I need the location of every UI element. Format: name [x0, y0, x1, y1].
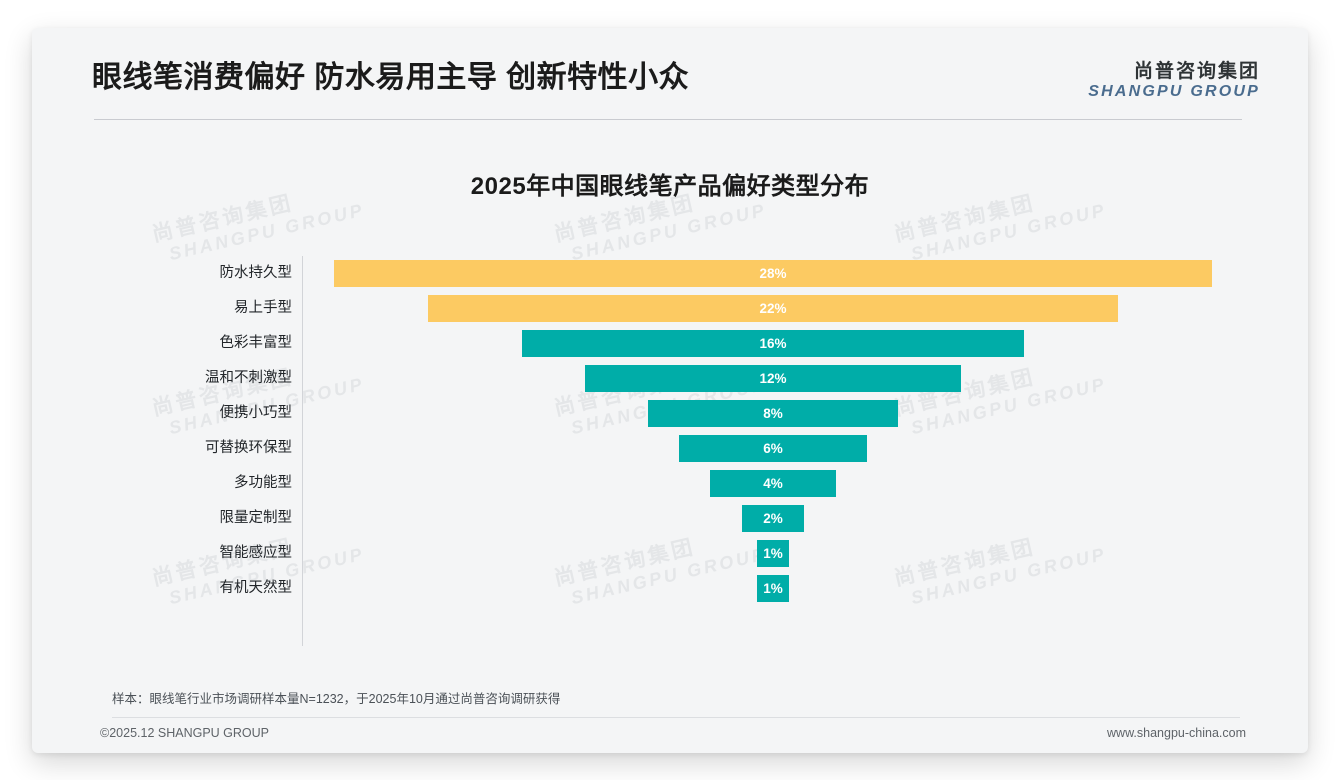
slide-card: 尚普咨询集团 SHANGPU GROUP 尚普咨询集团 SHANGPU GROU…: [32, 28, 1308, 753]
category-label: 多功能型: [234, 475, 292, 491]
bar-value-label: 12%: [759, 371, 787, 386]
category-label: 智能感应型: [219, 545, 293, 561]
website-link[interactable]: www.shangpu-china.com: [1107, 726, 1246, 740]
bar-value-label: 4%: [763, 476, 783, 491]
bar-track: 16%: [303, 326, 1243, 361]
bar-track: 1%: [303, 571, 1243, 606]
funnel-bar[interactable]: 6%: [679, 435, 867, 462]
chart-row: 智能感应型 1%: [32, 536, 1308, 571]
brand-logo-cn: 尚普咨询集团: [1133, 61, 1260, 82]
category-label: 有机天然型: [219, 580, 293, 596]
copyright-text: ©2025.12 SHANGPU GROUP: [100, 726, 269, 740]
bar-value-label: 16%: [759, 336, 787, 351]
funnel-bar[interactable]: 16%: [522, 330, 1024, 357]
slide-header: 眼线笔消费偏好 防水易用主导 创新特性小众 尚普咨询集团 SHANGPU GRO…: [32, 28, 1308, 120]
chart-row: 温和不刺激型 12%: [32, 361, 1308, 396]
funnel-bar[interactable]: 1%: [757, 540, 789, 567]
chart-title: 2025年中国眼线笔产品偏好类型分布: [470, 173, 870, 200]
bar-value-label: 22%: [759, 301, 787, 316]
funnel-bar[interactable]: 2%: [741, 505, 805, 532]
chart-row: 可替换环保型 6%: [32, 431, 1308, 466]
bar-value-label: 8%: [763, 406, 783, 421]
bar-value-label: 1%: [763, 581, 783, 596]
funnel-bar[interactable]: 4%: [710, 470, 836, 497]
funnel-bar[interactable]: 28%: [334, 260, 1212, 287]
chart-row: 多功能型 4%: [32, 466, 1308, 501]
category-label: 色彩丰富型: [219, 335, 293, 351]
chart-row: 色彩丰富型 16%: [32, 326, 1308, 361]
category-label: 易上手型: [234, 300, 292, 316]
bar-value-label: 2%: [763, 511, 783, 526]
chart-axis-line: [302, 256, 303, 646]
bar-track: 12%: [303, 361, 1243, 396]
bar-value-label: 28%: [759, 266, 787, 281]
funnel-bar[interactable]: 22%: [428, 295, 1118, 322]
bar-track: 22%: [303, 291, 1243, 326]
bar-track: 2%: [303, 501, 1243, 536]
footnote-divider: [112, 717, 1240, 718]
funnel-bar[interactable]: 1%: [757, 575, 789, 602]
header-divider: [94, 119, 1242, 120]
bar-track: 28%: [303, 256, 1243, 291]
bar-value-label: 6%: [763, 441, 783, 456]
page-title: 眼线笔消费偏好 防水易用主导 创新特性小众: [92, 61, 690, 94]
bar-value-label: 1%: [763, 546, 783, 561]
bar-track: 1%: [303, 536, 1243, 571]
chart-row: 易上手型 22%: [32, 291, 1308, 326]
bar-track: 6%: [303, 431, 1243, 466]
chart-row: 有机天然型 1%: [32, 571, 1308, 606]
funnel-bar[interactable]: 12%: [585, 365, 961, 392]
brand-logo-en: SHANGPU GROUP: [1088, 82, 1260, 100]
category-label: 可替换环保型: [205, 440, 292, 456]
chart-row: 便携小巧型 8%: [32, 396, 1308, 431]
category-label: 温和不刺激型: [205, 370, 292, 386]
chart-row: 防水持久型 28%: [32, 256, 1308, 291]
bar-track: 4%: [303, 466, 1243, 501]
category-label: 防水持久型: [219, 265, 293, 281]
brand-logo: 尚普咨询集团 SHANGPU GROUP: [1088, 61, 1260, 100]
chart-footnote: 样本：眼线笔行业市场调研样本量N=1232，于2025年10月通过尚普咨询调研获…: [112, 692, 561, 706]
funnel-bar[interactable]: 8%: [647, 400, 899, 427]
funnel-chart: 防水持久型 28% 易上手型 22% 色彩丰富型 16% 温和不刺激型 12% 便携小巧型 8% 可…: [32, 256, 1308, 666]
slide-footer: ©2025.12 SHANGPU GROUP www.shangpu-china…: [32, 717, 1308, 753]
bar-track: 8%: [303, 396, 1243, 431]
chart-row: 限量定制型 2%: [32, 501, 1308, 536]
category-label: 限量定制型: [219, 510, 293, 526]
category-label: 便携小巧型: [219, 405, 293, 421]
